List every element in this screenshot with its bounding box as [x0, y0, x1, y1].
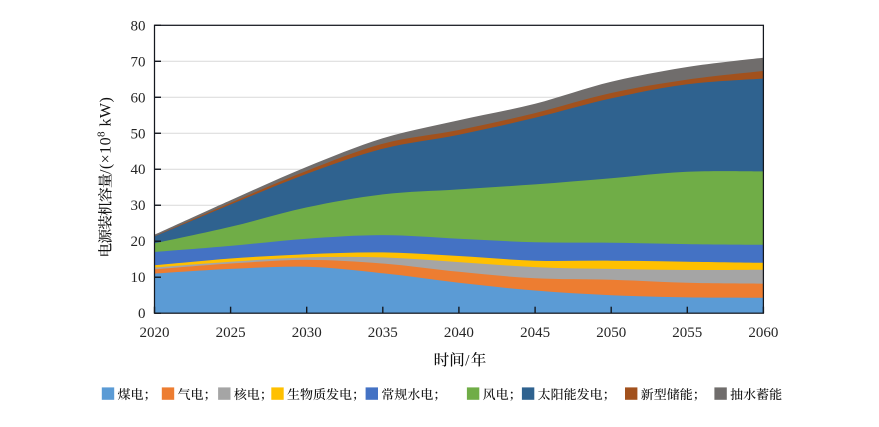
svg-text:20: 20 — [131, 234, 146, 250]
svg-text:70: 70 — [131, 54, 146, 70]
svg-text:2050: 2050 — [596, 325, 626, 341]
svg-text:50: 50 — [131, 126, 146, 142]
svg-text:2035: 2035 — [368, 325, 398, 341]
svg-text:2045: 2045 — [520, 325, 550, 341]
svg-text:40: 40 — [131, 162, 146, 178]
svg-text:/(×108 kW): /(×108 kW) — [95, 97, 114, 174]
svg-text:0: 0 — [138, 306, 146, 322]
svg-text:10: 10 — [131, 270, 146, 286]
svg-text:2020: 2020 — [140, 325, 170, 341]
svg-text:2040: 2040 — [444, 325, 474, 341]
svg-text:60: 60 — [131, 90, 146, 106]
svg-text:2055: 2055 — [672, 325, 702, 341]
svg-text:2060: 2060 — [748, 325, 778, 341]
svg-text:2025: 2025 — [216, 325, 246, 341]
svg-text:80: 80 — [131, 18, 146, 34]
svg-text:2030: 2030 — [292, 325, 322, 341]
svg-text:30: 30 — [131, 198, 146, 214]
svg-text:/: / — [465, 352, 470, 369]
